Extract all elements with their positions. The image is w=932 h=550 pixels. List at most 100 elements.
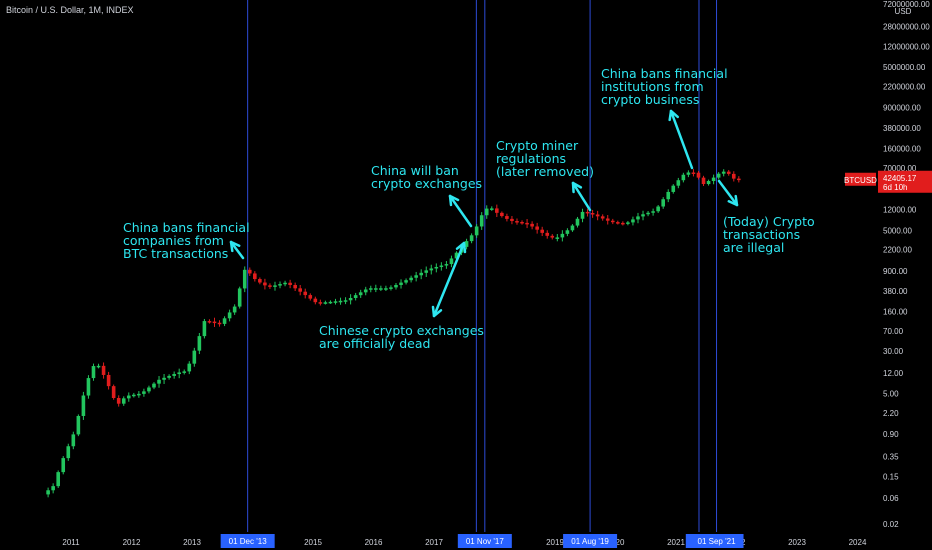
candle-body: [444, 264, 449, 266]
candle-body: [56, 472, 60, 487]
candle-body: [671, 185, 676, 192]
candle-body: [91, 366, 96, 379]
candle-body: [429, 268, 434, 271]
arrow-head: [431, 305, 443, 318]
candle-body: [162, 377, 166, 380]
y-tick-label: 2.20: [883, 409, 899, 418]
y-tick-label: 0.06: [883, 494, 899, 503]
candle-body: [237, 288, 242, 307]
candle-body: [273, 285, 277, 287]
x-tick-label: 2021: [667, 538, 685, 547]
candle-body: [348, 297, 353, 301]
candle-body: [560, 233, 565, 238]
candle-body: [278, 284, 282, 286]
price-badge-value: 42405.17: [883, 174, 917, 183]
event-date-label: 01 Sep '21: [698, 537, 737, 546]
annotation-china-will-ban-exchanges: China will ban crypto exchanges: [371, 163, 483, 191]
y-tick-label: 0.35: [883, 452, 899, 461]
candle-body: [686, 172, 691, 175]
candle-body: [76, 415, 81, 435]
y-tick-label: 160.00: [883, 308, 908, 317]
y-tick-label: 160000.00: [883, 144, 921, 153]
candle-body: [353, 295, 358, 298]
candle-body: [121, 398, 126, 404]
y-tick-label: 5000000.00: [883, 63, 926, 72]
y-tick-label: 5000.00: [883, 226, 912, 235]
y-tick-label: 70000.00: [883, 164, 917, 173]
event-date-label-bg: [220, 534, 275, 548]
arrow-shaft: [717, 179, 739, 207]
candle-body: [495, 208, 499, 213]
x-tick-label: 2017: [425, 538, 443, 547]
candle-body: [182, 371, 187, 373]
candle-body: [580, 211, 585, 219]
candle-body: [484, 208, 489, 216]
candle-body: [303, 291, 308, 296]
candle-body: [621, 222, 625, 225]
candle-body: [610, 220, 615, 223]
candle-body: [676, 180, 681, 186]
y-tick-label: 900000.00: [883, 104, 921, 113]
y-tick-label: 12000.00: [883, 206, 917, 215]
candle-body: [479, 215, 484, 227]
candle-body: [126, 395, 131, 399]
y-tick-label: 2200.00: [883, 246, 912, 255]
candle-body: [636, 216, 640, 220]
candle-body: [177, 372, 181, 375]
candle-body: [137, 393, 141, 396]
y-tick-label: 0.90: [883, 430, 899, 439]
candle-body: [651, 211, 655, 213]
candle-body: [666, 191, 671, 200]
candle-body: [706, 181, 711, 185]
candle-body: [570, 225, 575, 231]
candle-body: [283, 282, 287, 285]
y-tick-label: 2200000.00: [883, 82, 926, 91]
candle-body: [293, 284, 297, 289]
candle-body: [389, 287, 393, 289]
arrow-head: [455, 241, 467, 254]
price-badge-countdown: 6d 10h: [883, 183, 907, 192]
arrow-shaft: [571, 181, 592, 212]
candle-body: [404, 280, 408, 283]
candle-body: [202, 321, 207, 337]
candle-body: [368, 288, 373, 290]
annotation-exchanges-dead: Chinese crypto exchanges are officially …: [319, 323, 484, 351]
candle-body: [263, 282, 267, 286]
y-tick-label: 72000000.00: [883, 0, 930, 9]
candle-body: [227, 312, 232, 319]
candle-body: [197, 336, 202, 351]
candle-body: [646, 212, 650, 215]
arrow-shaft: [448, 194, 473, 228]
arrow-head: [571, 181, 583, 194]
event-date-label-bg: [689, 534, 744, 548]
candle-body: [711, 177, 716, 182]
candle-body: [318, 302, 323, 304]
candle-body: [656, 206, 660, 212]
x-tick-label: 2016: [365, 538, 383, 547]
candle-body: [111, 386, 116, 399]
candle-body: [616, 222, 620, 224]
candle-body: [384, 288, 388, 290]
candle-body: [217, 322, 222, 325]
y-tick-label: 70.00: [883, 327, 904, 336]
arrow-head: [229, 240, 241, 253]
event-date-label: 01 Nov '17: [466, 537, 505, 546]
event-date-label-bg: [563, 534, 618, 548]
candle-body: [434, 266, 439, 269]
candle-body: [510, 218, 514, 222]
candle-body: [313, 298, 318, 303]
candle-body: [600, 216, 605, 219]
x-tick-label: 2019: [546, 538, 564, 547]
event-vertical-lines: [247, 0, 718, 532]
candle-body: [681, 174, 686, 181]
candle-body: [268, 285, 272, 287]
candle-body: [51, 486, 55, 491]
arrow-head: [448, 194, 460, 207]
candle-body: [253, 273, 257, 280]
candle-body: [142, 391, 146, 394]
candle-body: [374, 288, 378, 290]
x-tick-label: 2011: [62, 538, 80, 547]
